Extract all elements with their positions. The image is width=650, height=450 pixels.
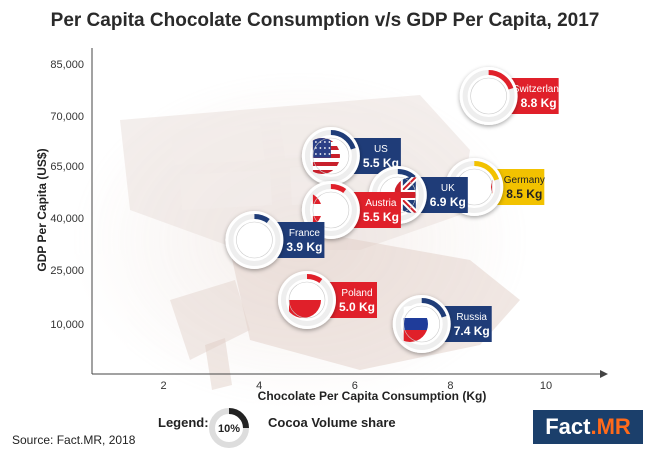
y-axis-label: GDP Per Capita (US$)	[35, 148, 49, 271]
point-value-label: 8.5 Kg	[506, 187, 542, 201]
point-value-label: 5.5 Kg	[363, 210, 399, 224]
x-tick-labels: 2 4 6 8 10	[161, 380, 553, 392]
point-value-label: 5.0 Kg	[339, 300, 375, 314]
legend-description: Cocoa Volume share	[268, 415, 396, 430]
source-note: Source: Fact.MR, 2018	[12, 433, 136, 447]
cocoa-share-arc	[330, 184, 347, 194]
y-tick-label: 40,000	[50, 213, 84, 225]
y-tick-label: 25,000	[50, 265, 84, 277]
cocoa-share-arc	[421, 298, 447, 318]
point-country-label: Germany	[504, 175, 545, 186]
point-disk	[459, 67, 518, 125]
x-tick-label: 10	[540, 380, 552, 392]
legend-title: Legend:	[158, 415, 209, 430]
point-country-label: Switzerland	[513, 84, 565, 95]
y-tick-label: 70,000	[50, 111, 84, 123]
x-axis-arrow	[600, 370, 608, 378]
legend-sample-donut: 10%	[209, 408, 249, 448]
point-value-label: 6.9 Kg	[430, 195, 466, 209]
cocoa-share-arc	[254, 214, 270, 224]
x-tick-label: 2	[161, 380, 167, 392]
point-country-label: US	[374, 144, 388, 155]
cocoa-share-arc	[474, 161, 500, 181]
cocoa-share-arc	[330, 130, 356, 150]
y-tick-labels: 10,000 25,000 40,000 65,000 70,000 85,000	[50, 59, 84, 331]
point-country-label: France	[289, 228, 321, 239]
poland-flag-icon	[289, 282, 321, 318]
x-tick-label: 8	[447, 380, 453, 392]
x-axis-label: Chocolate Per Capita Consumption (Kg)	[258, 389, 487, 403]
y-tick-label: 10,000	[50, 319, 84, 331]
legend-sample-value: 10%	[218, 423, 240, 435]
chart-title: Per Capita Chocolate Consumption v/s GDP…	[50, 10, 600, 31]
point-country-label: Austria	[365, 198, 397, 209]
point-value-label: 3.9 Kg	[286, 240, 322, 254]
point-disk	[225, 211, 284, 269]
y-tick-label: 65,000	[50, 161, 84, 173]
x-tick-label: 6	[352, 380, 358, 392]
point-country-label: Poland	[341, 288, 372, 299]
us-flag-icon	[312, 138, 340, 174]
point-value-label: 8.8 Kg	[521, 96, 557, 110]
cocoa-share-arc	[306, 274, 323, 284]
point-country-label: UK	[441, 183, 455, 194]
point-value-label: 7.4 Kg	[454, 324, 490, 338]
y-tick-label: 85,000	[50, 59, 84, 71]
point-country-label: Russia	[456, 312, 487, 323]
brand-logo: Fact.MR	[533, 410, 643, 444]
cocoa-share-arc	[488, 70, 514, 90]
point-value-label: 5.5 Kg	[363, 156, 399, 170]
x-tick-label: 4	[256, 380, 262, 392]
